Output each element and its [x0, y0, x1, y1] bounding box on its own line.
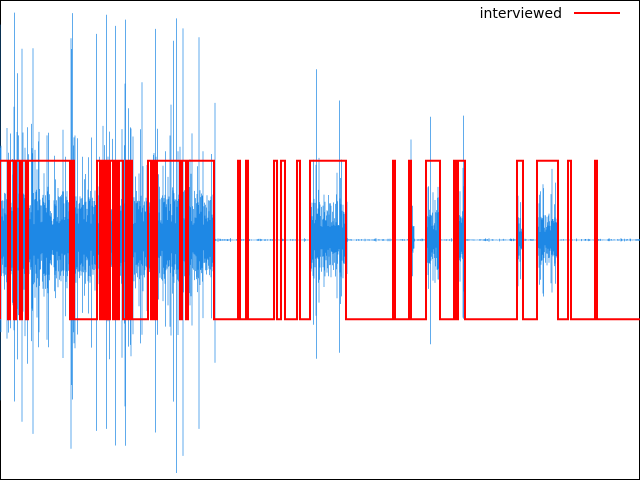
legend-label: interviewed: [480, 6, 562, 22]
label-step-line: [0, 159, 640, 321]
label-series: [0, 159, 640, 321]
legend: interviewed: [480, 6, 620, 22]
